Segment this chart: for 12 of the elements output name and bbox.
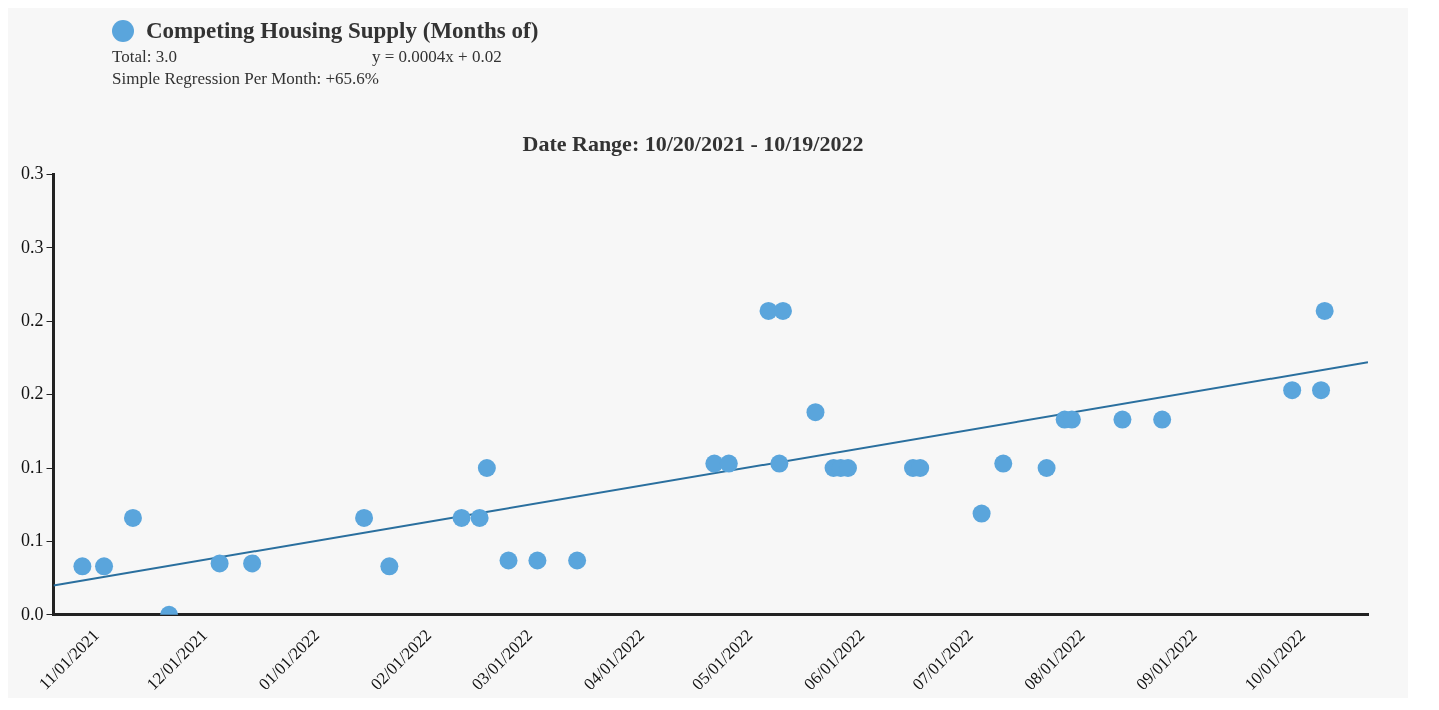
text: Simple Regression Per Month: +65.6% <box>112 68 380 90</box>
chart-title: Date Range: 10/20/2021 - 10/19/2022 <box>522 130 864 156</box>
y-tick-label: 0.2 <box>21 383 44 404</box>
legend-label: Competing Housing Supply (Months of) <box>146 18 539 44</box>
y-tick-label: 0.1 <box>21 456 44 477</box>
y-tick-label: 0.0 <box>21 603 44 624</box>
text: y = 0.0004x + 0.02 <box>372 46 503 68</box>
y-tick-label: 0.2 <box>21 309 44 330</box>
y-tick-label: 0.3 <box>21 163 44 184</box>
y-tick-label: 0.1 <box>21 530 44 551</box>
text: Total: 3.0 <box>112 46 178 68</box>
y-tick-label: 0.3 <box>21 236 44 257</box>
